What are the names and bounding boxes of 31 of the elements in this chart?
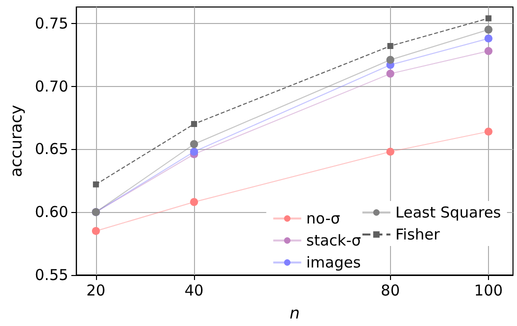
point xyxy=(484,34,492,42)
point xyxy=(191,121,198,128)
legend-label: images xyxy=(306,254,361,272)
point xyxy=(386,56,394,64)
y-tick-label: 0.55 xyxy=(34,266,68,284)
y-tick-label: 0.65 xyxy=(34,140,68,158)
point xyxy=(485,15,492,22)
point xyxy=(484,26,492,34)
y-axis-title: accuracy xyxy=(6,104,26,178)
legend-label: stack-σ xyxy=(306,232,362,250)
point xyxy=(386,148,394,156)
legend-label: Fisher xyxy=(395,226,441,244)
x-tick-label: 100 xyxy=(474,282,503,300)
x-tick-label: 40 xyxy=(184,282,204,300)
y-tick-label: 0.70 xyxy=(34,77,68,96)
x-tick-label: 20 xyxy=(86,282,106,300)
y-tick-label: 0.75 xyxy=(34,14,68,32)
point xyxy=(387,43,394,50)
point xyxy=(92,181,99,188)
point xyxy=(484,47,492,56)
point xyxy=(190,148,198,156)
point xyxy=(190,140,198,148)
point xyxy=(190,198,198,206)
y-tick-label: 0.60 xyxy=(34,203,68,222)
legend-label: Least Squares xyxy=(395,204,502,222)
point xyxy=(92,226,100,235)
legend-label: no-σ xyxy=(306,210,341,228)
point xyxy=(386,70,394,78)
x-tick-label: 80 xyxy=(380,282,400,300)
x-axis-title: n xyxy=(290,304,300,322)
point xyxy=(484,128,492,136)
